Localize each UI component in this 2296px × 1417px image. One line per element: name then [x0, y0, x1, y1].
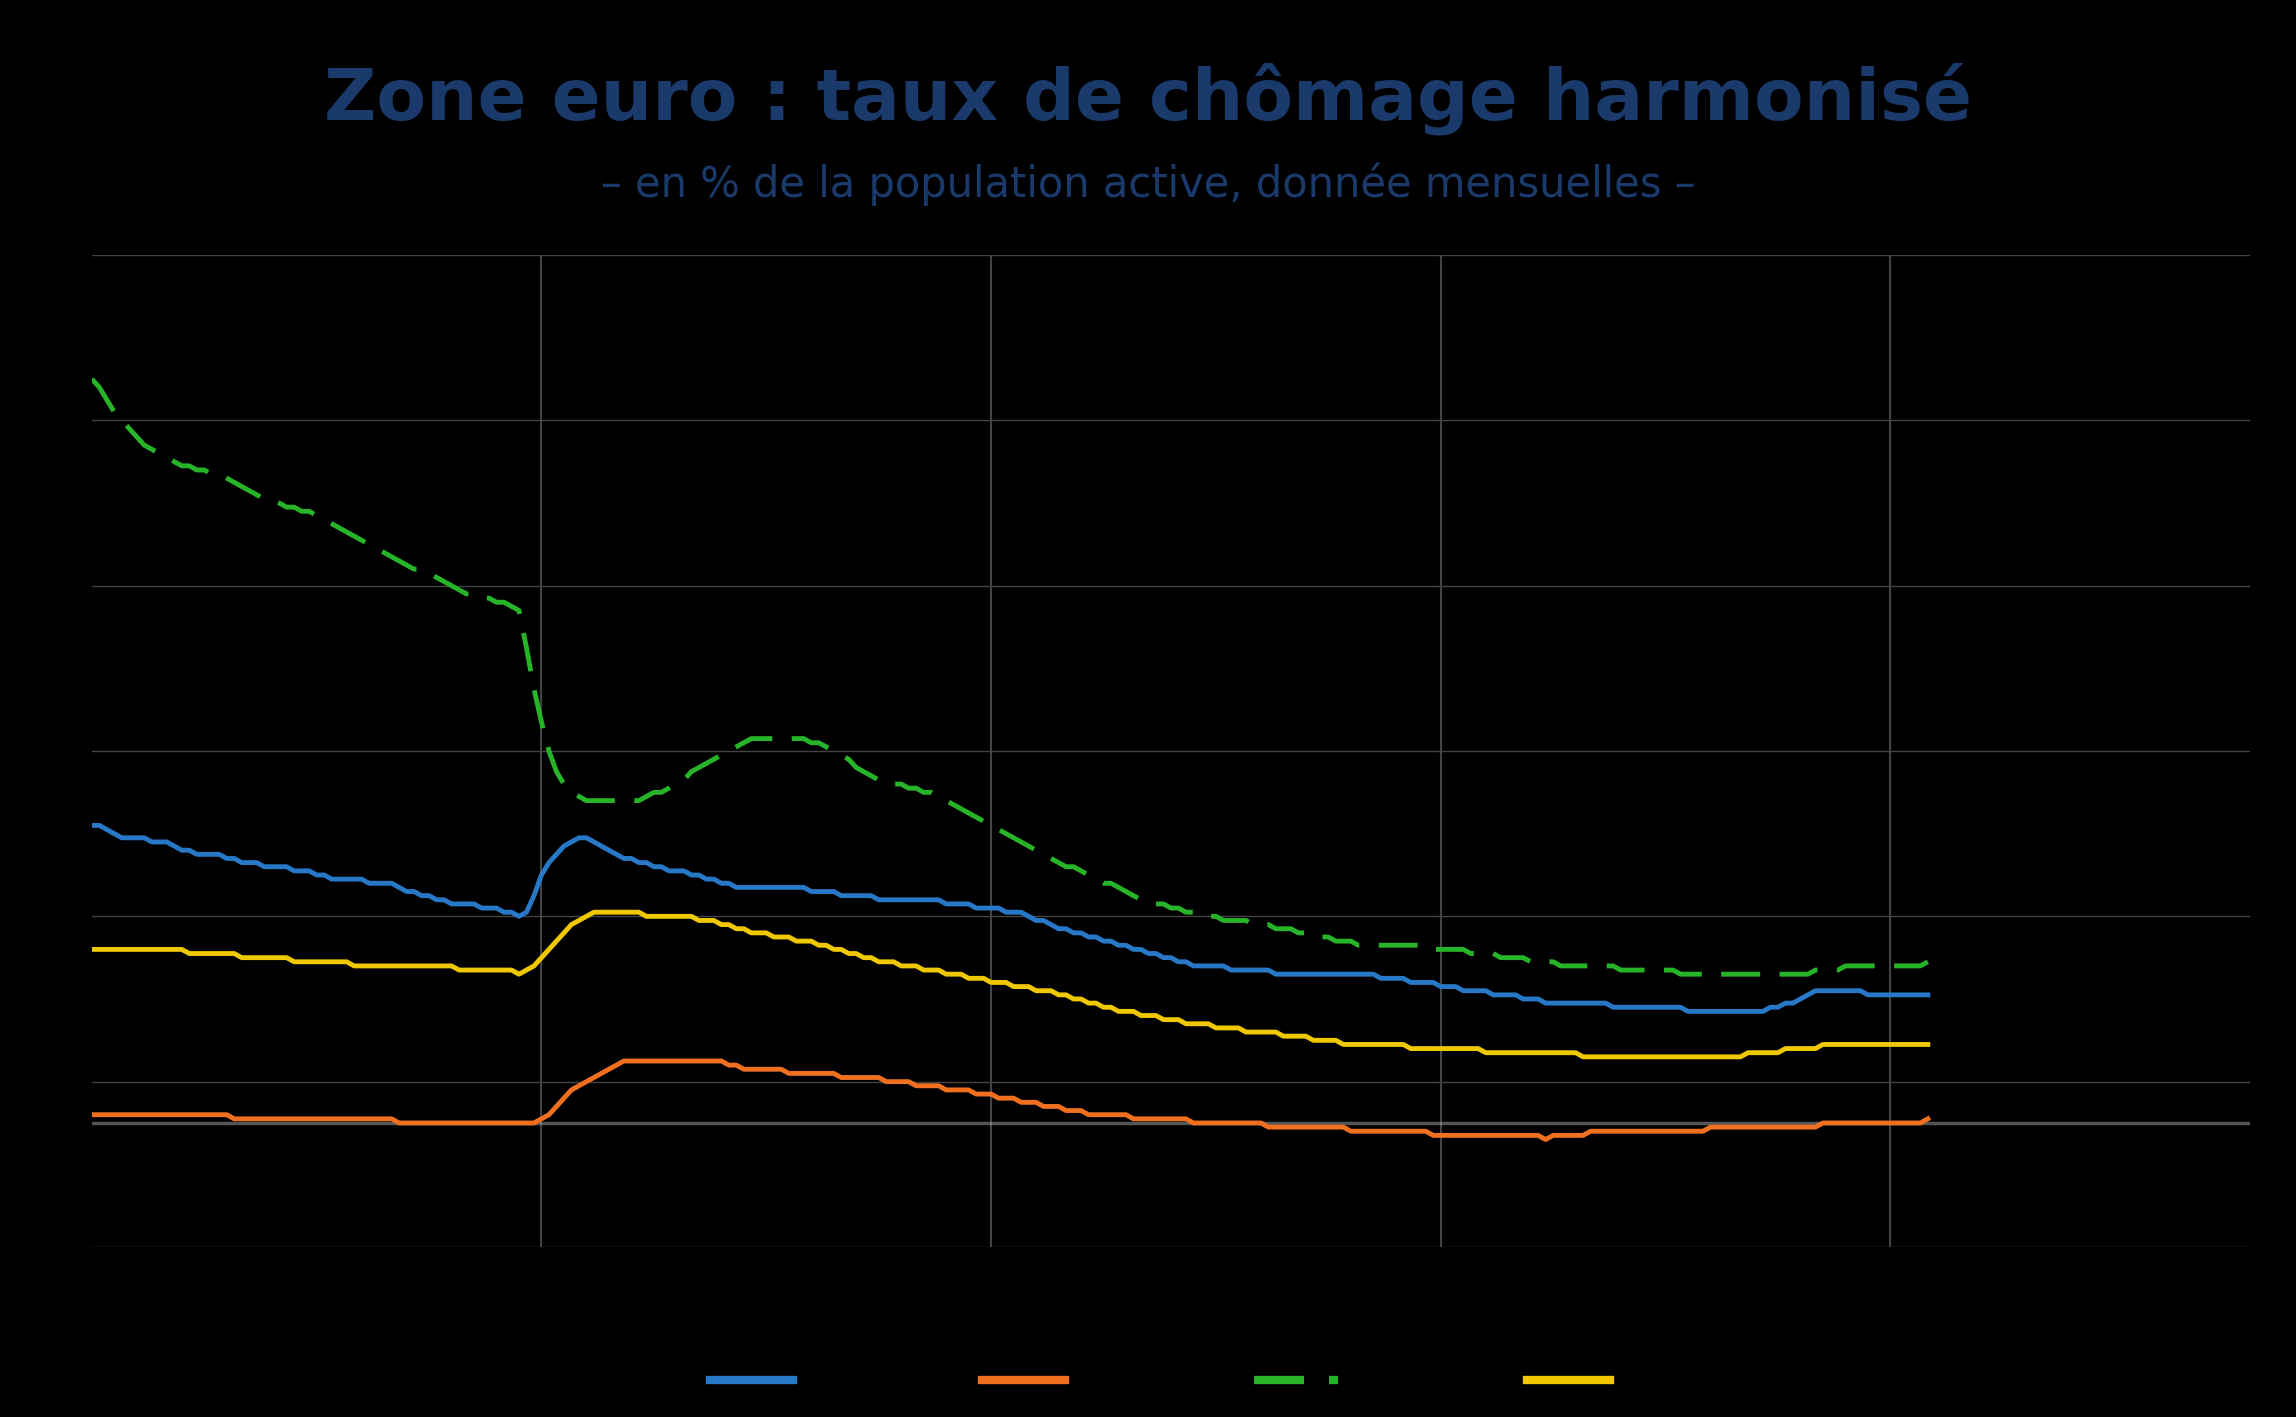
Legend: , , , : , , ,	[698, 1356, 1644, 1411]
Text: – en % de la population active, donnée mensuelles –: – en % de la population active, donnée m…	[602, 163, 1694, 205]
Text: Zone euro : taux de chômage harmonisé: Zone euro : taux de chômage harmonisé	[324, 62, 1972, 136]
